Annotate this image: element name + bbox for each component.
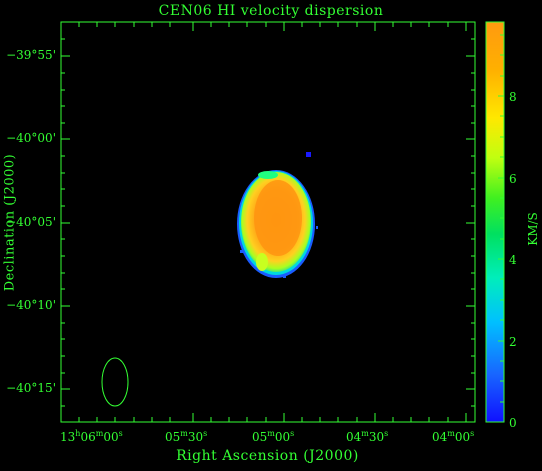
dec-tick-label: −40°10' xyxy=(6,298,56,312)
beam-ellipse xyxy=(101,357,129,407)
colorbar-tick-label: 6 xyxy=(509,172,517,186)
ra-tick-label: 04m30s xyxy=(346,429,389,444)
ra-tick-label: 05m30s xyxy=(165,429,208,444)
dec-tick-label: −40°05' xyxy=(6,215,56,229)
dec-tick-label: −39°55' xyxy=(6,48,56,62)
ra-tick-label: 05m00s xyxy=(252,429,295,444)
plot-frame xyxy=(60,21,476,423)
dec-tick-label: −40°00' xyxy=(6,131,56,145)
colorbar xyxy=(486,22,504,422)
colorbar-tick-label: 4 xyxy=(509,253,517,267)
galaxy-dispersion-map xyxy=(237,152,318,278)
colorbar-ticks xyxy=(498,34,504,423)
colorbar-frame xyxy=(485,21,505,423)
colorbar-tick-label: 8 xyxy=(509,90,517,104)
axis-ticks xyxy=(61,22,475,422)
x-axis-label: Right Ascension (J2000) xyxy=(176,448,359,464)
dec-tick-label: −40°15' xyxy=(6,381,56,395)
ra-tick-label: 04m00s xyxy=(432,429,475,444)
ra-tick-label: 13h06m00s xyxy=(60,429,123,444)
colorbar-tick-label: 0 xyxy=(509,416,517,430)
axis-minor-ticks xyxy=(61,22,475,422)
colorbar-tick-label: 2 xyxy=(509,335,517,349)
plot-title: CEN06 HI velocity dispersion xyxy=(158,3,384,19)
